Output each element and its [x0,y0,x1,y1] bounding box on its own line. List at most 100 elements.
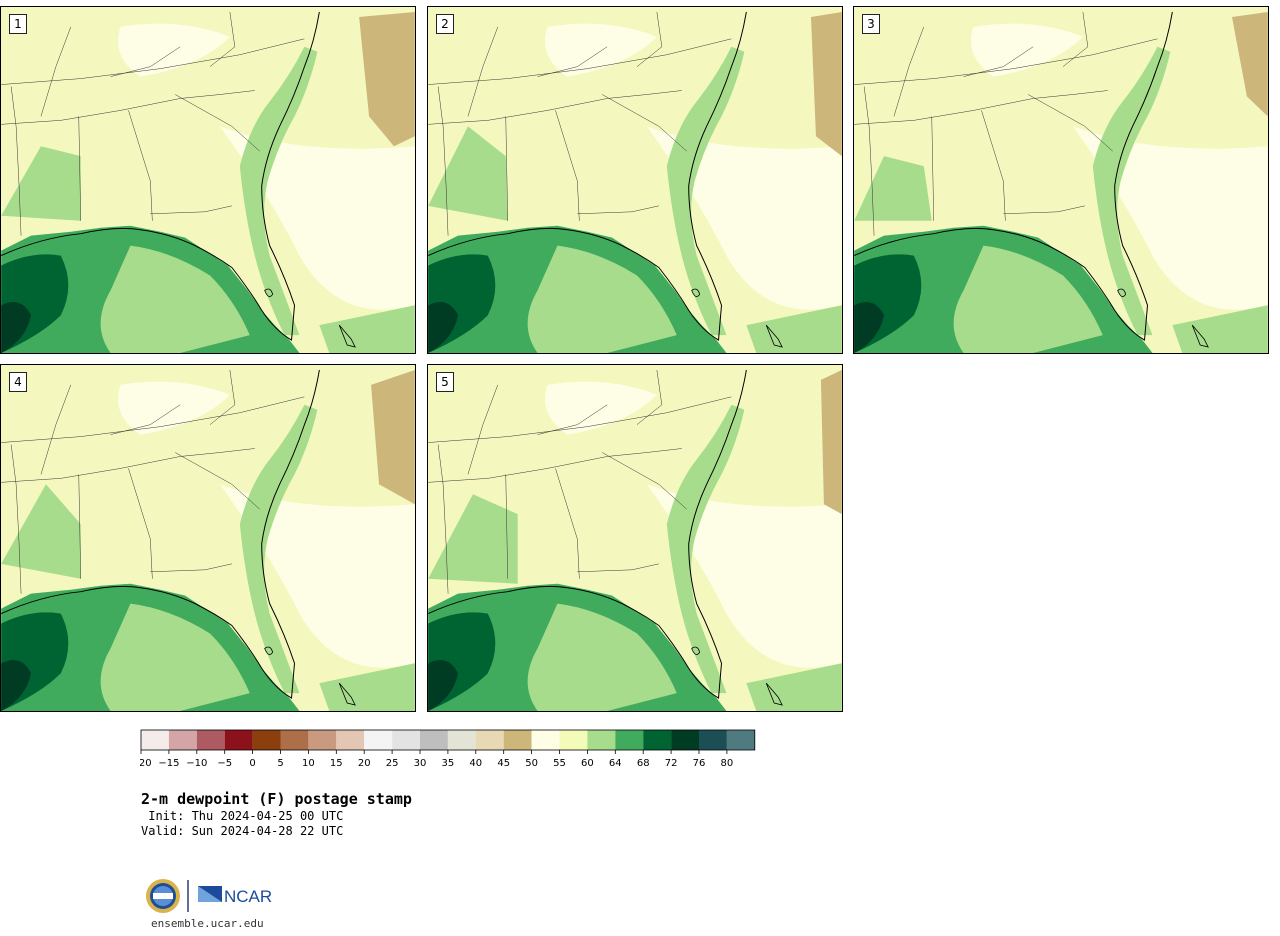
light-green-region [428,494,518,584]
tan-region [1232,11,1268,117]
island-outline [1191,324,1209,348]
colorbar-swatch [559,730,588,750]
dewpoint-map-3 [854,7,1268,353]
colorbar-swatch [531,730,560,750]
gulf-inner-region [527,245,677,353]
state-boundary [437,444,449,594]
state-boundary [1,90,255,125]
tan-region [810,11,842,157]
state-boundary [931,116,934,221]
state-boundary [1028,94,1113,152]
member-panel-1: 1 [0,6,416,354]
pale-region [118,23,230,77]
light-green-region [854,156,932,221]
member-panel-4: 4 [0,364,416,712]
atlantic-green-band [666,404,745,694]
ncar-logo-text: NCAR [224,887,272,906]
state-boundary [505,116,508,221]
state-boundary [863,86,875,236]
lake-outline [1117,288,1127,297]
pale-region [971,23,1083,77]
pale-region [118,381,230,435]
darkest-green-region [428,301,459,353]
colorbar-tick-label: 45 [497,758,510,769]
state-boundary [1,38,305,85]
state-boundary [981,110,1006,221]
valid-time: Valid: Sun 2024-04-28 22 UTC [141,824,344,838]
colorbar-swatch [336,730,365,750]
colorbar-tick-label: 30 [414,758,427,769]
colorbar-tick-label: −5 [217,758,232,769]
colorbar: −20 −15 −10 −5 0 5 10 15 20 25 30 35 40 45 50 55 60 64 68 7… [140,729,756,769]
colorbar-swatch [168,730,197,750]
colorbar-tick-label: 10 [302,758,315,769]
lake-outline [691,646,701,655]
state-boundary [893,26,925,117]
dewpoint-map-4 [1,365,415,711]
colorbar-swatch [196,730,225,750]
state-boundary [505,474,508,579]
tan-region [359,11,415,147]
colorbar-swatch [587,730,616,750]
state-boundary [150,205,232,215]
coastline [1,369,320,699]
darkest-green-region [428,659,459,711]
darkest-green-region [854,301,885,353]
colorbar-swatch [643,730,672,750]
lake-outline [264,646,274,655]
colorbar-tick-label: 72 [665,758,678,769]
member-label: 5 [436,372,454,392]
light-green-region [1,146,81,221]
state-boundary [555,468,580,579]
state-boundary [10,444,22,594]
state-boundary [963,46,1034,77]
state-boundary [40,384,72,475]
state-boundary [209,11,236,67]
colorbar-swatch [420,730,448,750]
state-boundary [602,94,687,152]
colorbar-swatch [141,730,169,750]
colorbar-tick-label: 25 [386,758,399,769]
state-boundary [555,110,580,221]
colorbar-swatch [503,730,532,750]
colorbar-swatch [447,730,476,750]
colorbar-tick-label: 80 [721,758,734,769]
coastline [854,11,1173,341]
island-outline [338,682,356,706]
member-panel-2: 2 [427,6,843,354]
state-boundary [110,46,181,77]
island-outline [338,324,356,348]
caribbean-green-region [746,305,842,353]
gulf-inner-region [953,245,1103,353]
state-boundary [1,448,255,483]
state-boundary [128,110,153,221]
colorbar-swatch [308,730,337,750]
colorbar-tick-label: 55 [553,758,566,769]
atlantic-green-band [239,404,318,694]
darkest-green-region [1,301,32,353]
darkest-green-region [1,659,32,711]
state-boundary [854,90,1108,125]
dewpoint-map-5 [428,365,842,711]
colorbar-tick-label: 0 [249,758,255,769]
state-boundary [78,116,81,221]
colorbar-tick-label: 15 [330,758,343,769]
colorbar-tick-label: 68 [637,758,650,769]
atlantic-green-band [239,46,318,336]
dewpoint-map-2 [428,7,842,353]
colorbar-swatch [252,730,281,750]
state-boundary [537,46,608,77]
state-boundary [428,90,682,125]
atlantic-green-band [1092,46,1171,336]
state-boundary [175,94,260,152]
colorbar-swatch [280,730,309,750]
member-label: 1 [9,14,27,34]
gulf-inner-region [100,245,250,353]
colorbar-swatch [224,730,253,750]
colorbar-swatch [726,730,755,750]
lake-outline [691,288,701,297]
colorbar-tick-label: −10 [186,758,207,769]
state-boundary [428,396,732,443]
tan-region [371,369,415,505]
state-boundary [636,11,663,67]
